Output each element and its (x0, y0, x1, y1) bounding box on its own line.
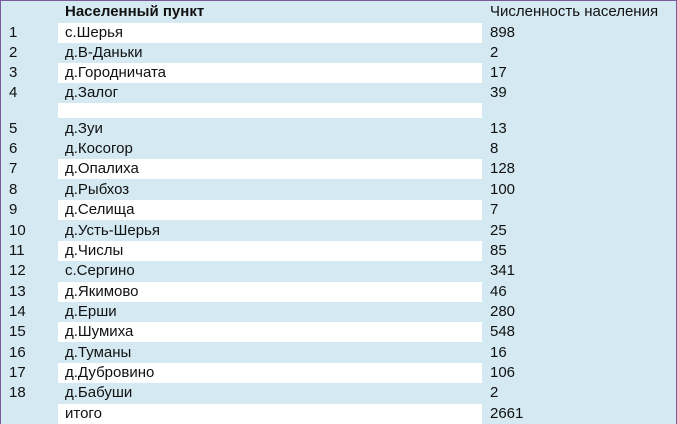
row-population: 85 (490, 242, 507, 259)
table-row[interactable]: 15 д.Шумиха 548 (1, 322, 676, 342)
row-population: 8 (490, 140, 499, 157)
total-label: итого (58, 404, 482, 424)
table-header-row: Населенный пункт Численность населения (1, 2, 676, 22)
row-num: 4 (9, 84, 18, 101)
row-num: 11 (9, 242, 25, 259)
table-row[interactable]: 3 д.Городничата 17 (1, 63, 676, 83)
row-num: 2 (9, 44, 18, 61)
table-row[interactable]: 14 д.Ерши 280 (1, 302, 676, 322)
row-population: 25 (490, 222, 507, 239)
row-num: 5 (9, 120, 18, 137)
row-name: д.Зуи (65, 120, 103, 137)
header-num (9, 2, 57, 22)
row-name: с.Шерья (58, 23, 482, 43)
row-population: 2 (490, 44, 499, 61)
table-row[interactable]: 2 д.В-Даньки 2 (1, 43, 676, 63)
table-row[interactable]: 9 д.Селища 7 (1, 200, 676, 220)
row-name: д.Шумиха (58, 322, 482, 342)
row-name: д.Туманы (65, 344, 132, 361)
row-num: 18 (9, 384, 26, 401)
row-name: д.Опалиха (58, 159, 482, 179)
table-row[interactable]: 7 д.Опалиха 128 (1, 159, 676, 179)
row-num: 9 (9, 201, 18, 218)
row-name: д.Числы (58, 241, 482, 261)
table-row[interactable]: 8 д.Рыбхоз 100 (1, 180, 676, 200)
row-population: 2 (490, 384, 499, 401)
row-population: 16 (490, 344, 507, 361)
header-name: Населенный пункт (65, 3, 205, 20)
header-population: Численность населения (490, 3, 659, 20)
table-row[interactable]: 4 д.Залог 39 (1, 83, 676, 103)
row-name: д.Косогор (65, 140, 133, 157)
row-population: 39 (490, 84, 507, 101)
row-num: 15 (9, 323, 26, 340)
table-total-row: итого 2661 (1, 404, 676, 424)
table-row[interactable]: 10 д.Усть-Шерья 25 (1, 221, 676, 241)
row-name: д.В-Даньки (65, 44, 143, 61)
row-population: 548 (490, 323, 516, 340)
table-row[interactable]: 12 с.Сергино 341 (1, 261, 676, 281)
row-num: 6 (9, 140, 18, 157)
row-name: д.Якимово (58, 282, 482, 302)
table-row[interactable]: 1 с.Шерья 898 (1, 23, 676, 43)
row-name: д.Залог (65, 84, 119, 101)
row-num: 16 (9, 344, 26, 361)
row-num: 10 (9, 222, 26, 239)
row-num: 7 (9, 160, 18, 177)
row-num: 8 (9, 181, 18, 198)
total-population: 2661 (490, 405, 524, 422)
row-name: д.Усть-Шерья (65, 222, 160, 239)
row-num: 1 (9, 24, 18, 41)
row-population: 341 (490, 262, 516, 279)
row-num: 17 (9, 364, 26, 381)
row-population: 17 (490, 64, 507, 81)
table-row[interactable]: 11 д.Числы 85 (1, 241, 676, 261)
row-population: 898 (490, 24, 516, 41)
row-population: 13 (490, 120, 507, 137)
row-name: д.Дубровино (58, 363, 482, 383)
row-population: 280 (490, 303, 516, 320)
row-num: 13 (9, 283, 26, 300)
table-row[interactable]: 16 д.Туманы 16 (1, 343, 676, 363)
row-num: 14 (9, 303, 26, 320)
row-name: д.Ерши (65, 303, 117, 320)
row-population: 100 (490, 181, 516, 198)
row-name: д.Рыбхоз (65, 181, 130, 198)
row-name: д.Городничата (58, 63, 482, 83)
row-name: д.Селища (58, 200, 482, 220)
table-row[interactable]: 18 д.Бабуши 2 (1, 383, 676, 403)
table-row[interactable]: 13 д.Якимово 46 (1, 282, 676, 302)
row-population: 46 (490, 283, 507, 300)
row-num: 3 (9, 64, 18, 81)
row-name: д.Бабуши (65, 384, 133, 401)
row-name: с.Сергино (65, 262, 135, 279)
row-population: 7 (490, 201, 499, 218)
table-row[interactable]: 6 д.Косогор 8 (1, 139, 676, 159)
row-population: 106 (490, 364, 516, 381)
row-num: 12 (9, 262, 26, 279)
table-row[interactable]: 17 д.Дубровино 106 (1, 363, 676, 383)
total-num (9, 404, 57, 424)
row-population: 128 (490, 160, 516, 177)
table-row[interactable]: 5 д.Зуи 13 (1, 119, 676, 139)
row-gap (58, 103, 482, 118)
